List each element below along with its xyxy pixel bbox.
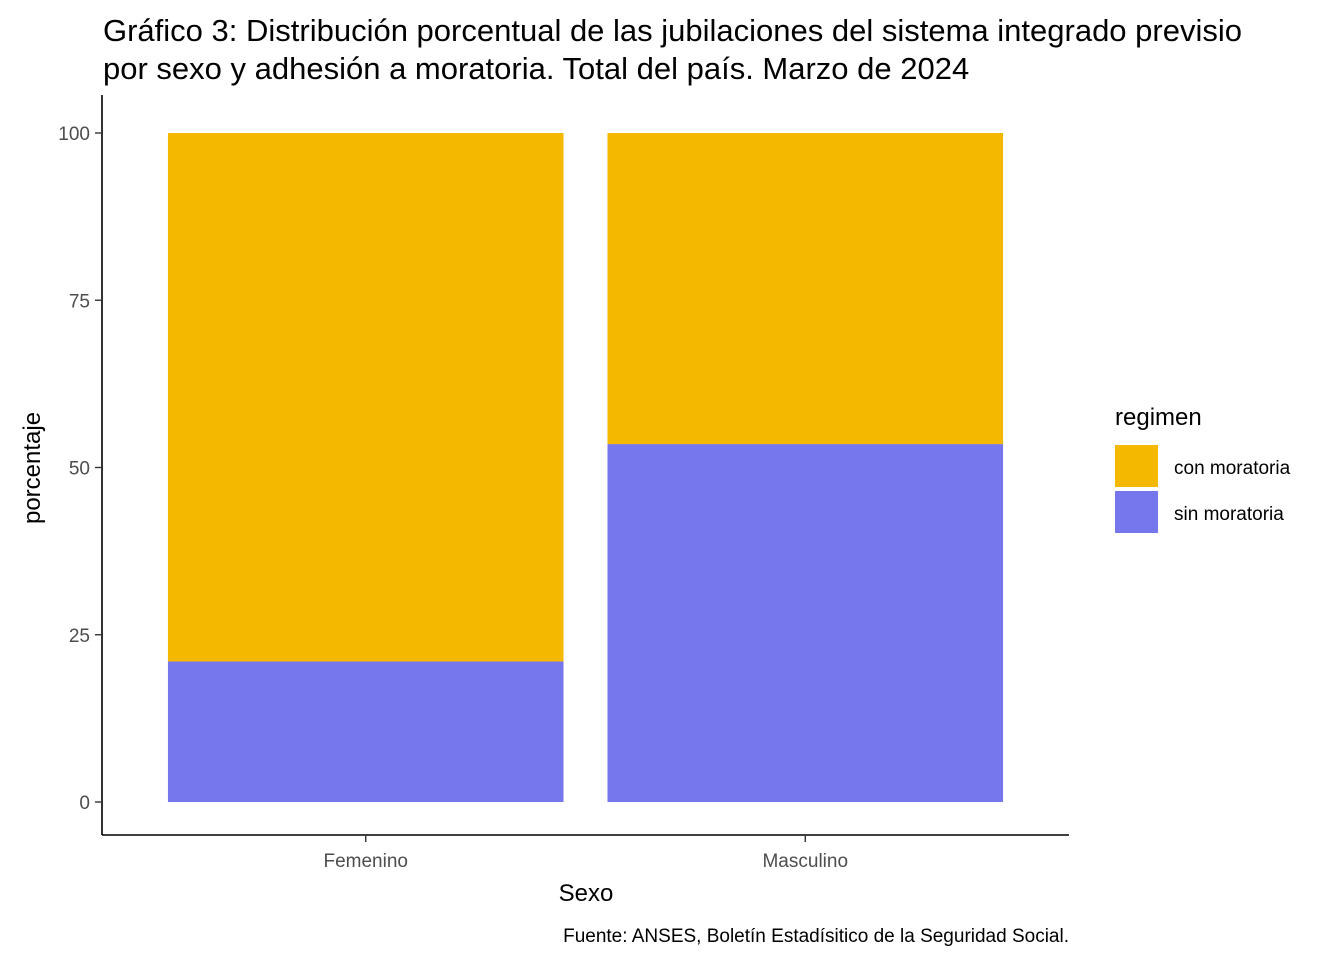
y-tick-label: 0	[79, 793, 90, 814]
x-tick-label: Masculino	[762, 851, 848, 872]
chart-title-line-2: por sexo y adhesión a moratoria. Total d…	[103, 51, 969, 86]
bar-femenino-con-moratoria	[167, 133, 564, 662]
chart-caption: Fuente: ANSES, Boletín Estadísitico de l…	[563, 926, 1069, 947]
chart-title-line-1: Gráfico 3: Distribución porcentual de la…	[103, 13, 1242, 48]
legend-label: con moratoria	[1174, 458, 1291, 479]
y-axis: 0 25 50 75 100	[58, 95, 103, 835]
legend-label: sin moratoria	[1174, 504, 1284, 525]
plot-area	[167, 133, 1004, 802]
x-tick-label: Femenino	[323, 851, 408, 872]
legend-swatch-sin-moratoria	[1115, 491, 1158, 533]
chart-title: Gráfico 3: Distribución porcentual de la…	[103, 13, 1242, 86]
y-tick-label: 25	[69, 626, 90, 647]
y-tick-label: 100	[58, 124, 90, 145]
x-axis: Femenino Masculino	[102, 834, 1069, 872]
bar-femenino-sin-moratoria	[167, 661, 564, 802]
bar-masculino-con-moratoria	[607, 133, 1004, 445]
y-tick-label: 75	[69, 291, 90, 312]
legend-title: regimen	[1115, 404, 1202, 431]
legend: regimen con moratoria sin moratoria	[1115, 404, 1291, 533]
y-tick-label: 50	[69, 459, 90, 480]
legend-swatch-con-moratoria	[1115, 445, 1158, 487]
y-axis-title: porcentaje	[19, 412, 46, 524]
bar-masculino-sin-moratoria	[607, 444, 1004, 802]
x-axis-title: Sexo	[559, 880, 614, 907]
